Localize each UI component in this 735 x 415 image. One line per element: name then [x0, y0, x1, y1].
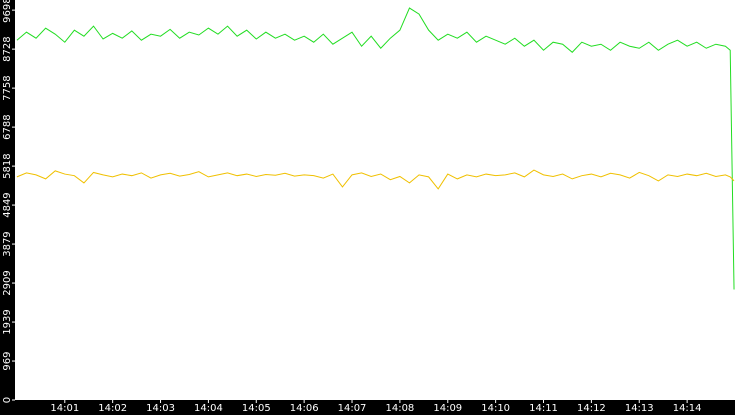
- x-axis-band: [0, 400, 735, 415]
- x-tick-label: 14:03: [146, 403, 175, 414]
- y-tick-label: 6788: [2, 114, 13, 139]
- x-tick-label: 14:13: [625, 403, 654, 414]
- y-tick-label: 7758: [2, 75, 13, 100]
- y-axis-band: [0, 0, 15, 415]
- y-tick-label: 9698: [2, 0, 13, 23]
- y-tick-label: 1939: [2, 309, 13, 334]
- x-tick-label: 14:01: [50, 403, 79, 414]
- x-tick-label: 14:10: [481, 403, 510, 414]
- x-tick-label: 14:07: [338, 403, 367, 414]
- x-tick-label: 14:04: [194, 403, 223, 414]
- y-tick-label: 3879: [2, 231, 13, 256]
- y-tick-label: 8728: [2, 36, 13, 61]
- x-tick-label: 14:05: [242, 403, 271, 414]
- y-tick-label: 2909: [2, 270, 13, 295]
- y-tick-label: 0: [2, 397, 13, 403]
- x-tick-label: 14:11: [529, 403, 558, 414]
- x-tick-label: 14:08: [385, 403, 414, 414]
- y-tick-label: 969: [2, 351, 13, 370]
- x-tick-label: 14:09: [433, 403, 462, 414]
- y-tick-label: 5818: [2, 153, 13, 178]
- x-tick-label: 14:12: [577, 403, 606, 414]
- x-tick-label: 14:14: [673, 403, 702, 414]
- series-line: [16, 169, 735, 190]
- x-tick-label: 14:06: [290, 403, 319, 414]
- y-tick-label: 4849: [2, 192, 13, 217]
- x-tick-label: 14:02: [98, 403, 127, 414]
- series-line: [16, 7, 735, 290]
